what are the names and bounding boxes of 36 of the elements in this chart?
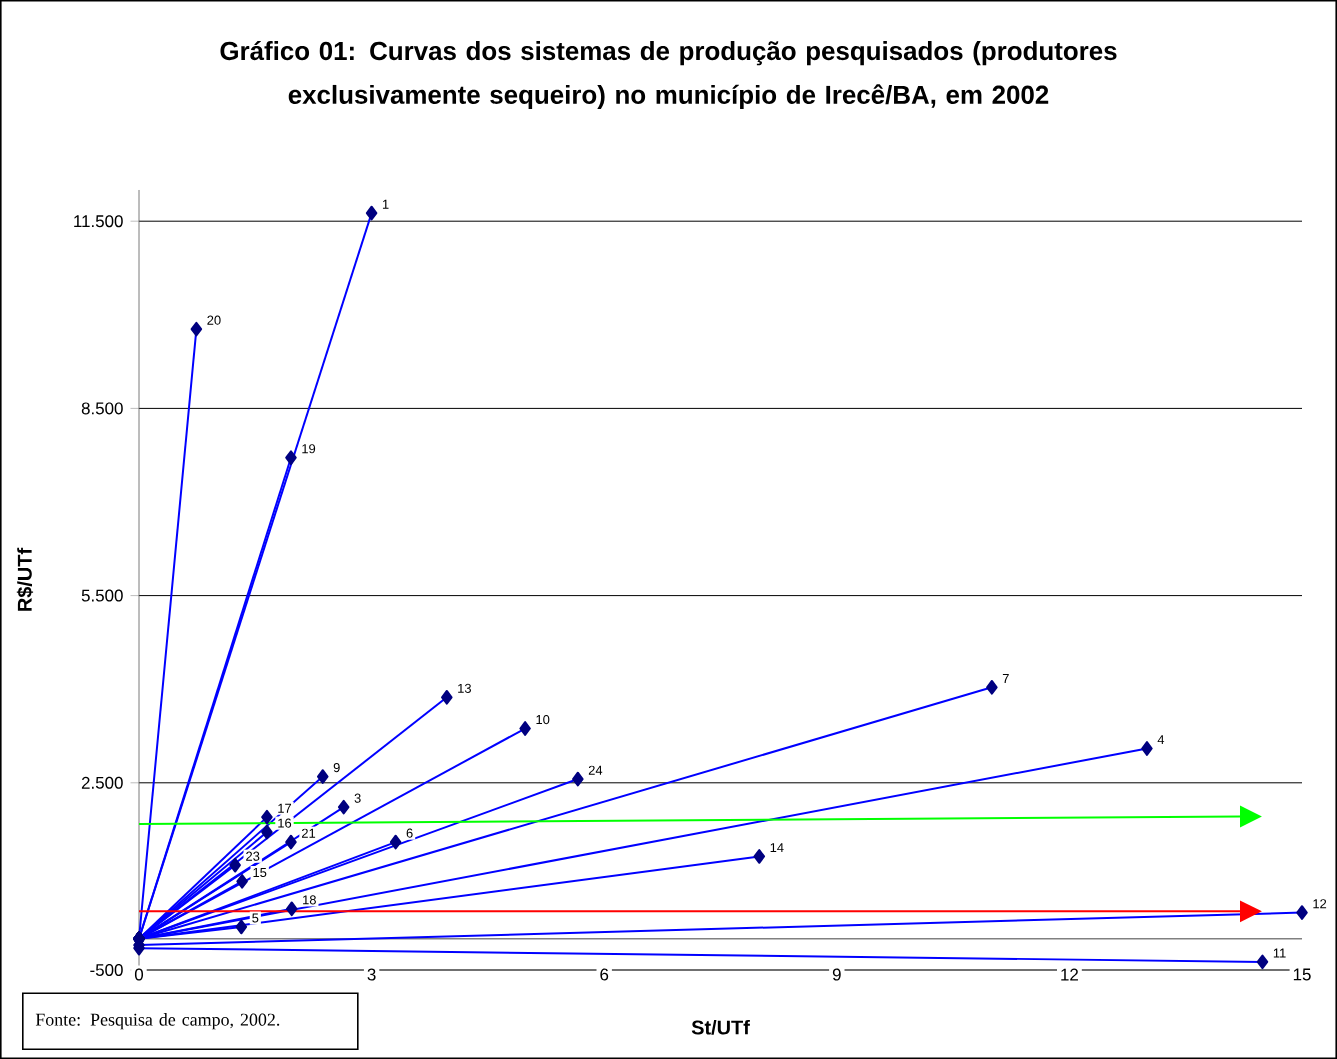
source-note: Fonte: Pesquisa de campo, 2002. [35, 1013, 280, 1030]
y-tick-label: -500 [90, 964, 123, 976]
x-tick-label: 0 [134, 968, 144, 981]
annotation: 9 [333, 763, 340, 773]
x-tick-label: 3 [367, 968, 376, 981]
x-tick-label: 12 [1061, 968, 1078, 981]
annotation: 19 [302, 444, 316, 454]
y-tick-label: 5.500 [81, 589, 123, 602]
annotation: 7 [1002, 674, 1009, 683]
y-axis-title: R$/UTf [16, 547, 34, 611]
annotation: 20 [207, 315, 221, 325]
annotation: 3 [354, 793, 361, 803]
y-tick-label: 8.500 [81, 402, 123, 415]
y-tick-label: 11.500 [74, 215, 123, 228]
annotation: 13 [458, 683, 471, 693]
x-tick-label: 15 [1293, 968, 1311, 981]
y-tick-label: 2.500 [81, 776, 123, 789]
annotation: 1 [382, 199, 389, 209]
annotation: 17 [278, 803, 292, 813]
annotation: 24 [588, 765, 603, 775]
x-tick-label: 6 [600, 968, 609, 981]
annotation: 11 [1273, 948, 1286, 958]
annotation: 10 [536, 714, 550, 725]
annotation: 5 [252, 913, 259, 923]
annotation: 23 [246, 851, 260, 861]
annotation: 12 [1313, 899, 1327, 909]
annotation: 21 [301, 828, 316, 838]
annotation: 18 [303, 895, 316, 905]
annotation: 14 [770, 843, 784, 853]
x-tick-label: 9 [832, 968, 841, 981]
annotation: 4 [1157, 735, 1165, 745]
annotation: 15 [253, 867, 267, 878]
x-axis-title: St/UTf [691, 1019, 750, 1035]
annotation: 6 [406, 828, 413, 838]
chart-title: Gráfico 01: Curvas dos sistemas de produção pesquisados (produtores exclusivamente sequeiro) no município de Irecê/BA, em 2002 [220, 40, 1117, 110]
annotation: 16 [278, 818, 292, 828]
